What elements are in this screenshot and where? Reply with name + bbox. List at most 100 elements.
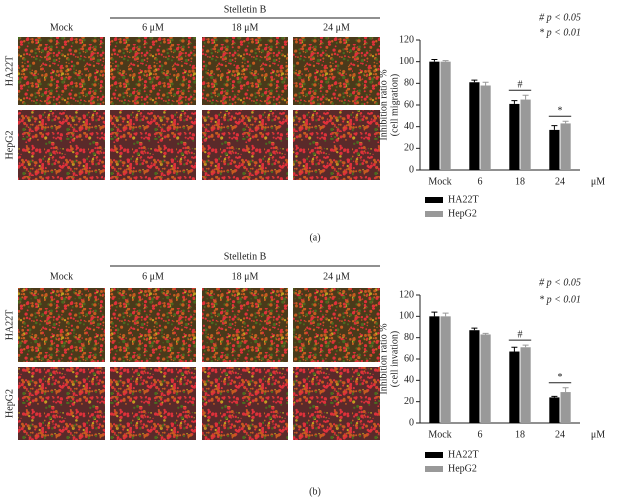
x-tick-label: 24: [555, 176, 565, 187]
bar: [480, 334, 491, 423]
micrograph: [18, 37, 105, 105]
row-label: HepG2: [4, 131, 15, 160]
panel-label: (b): [309, 486, 321, 497]
column-label: Mock: [50, 22, 73, 33]
y-tick-label: 120: [399, 289, 414, 300]
panel-label: (a): [309, 232, 320, 243]
column-label: 24 μM: [323, 271, 350, 282]
bar: [520, 99, 531, 170]
y-tick-label: 40: [404, 121, 414, 132]
x-tick-label: Mock: [428, 429, 451, 440]
legend-swatch: [425, 466, 443, 472]
micrograph: [18, 110, 105, 180]
y-tick-label: 0: [409, 164, 414, 175]
error-bar: [431, 311, 438, 317]
error-bar: [482, 332, 489, 335]
error-bar: [551, 125, 558, 130]
bar: [509, 351, 520, 423]
x-tick-label: 6: [478, 176, 483, 187]
x-tick-label: 18: [515, 429, 525, 440]
legend-label: HA22T: [448, 194, 479, 205]
bar: [480, 85, 491, 170]
annotation: * p < 0.01: [539, 294, 581, 305]
column-label: 24 μM: [323, 22, 350, 33]
significance-mark: #: [518, 329, 523, 340]
error-bar: [562, 120, 569, 124]
column-label: 18 μM: [232, 271, 259, 282]
bar: [429, 61, 440, 170]
error-bar: [562, 387, 569, 393]
annotation: # p < 0.05: [539, 12, 581, 23]
legend-swatch: [425, 452, 443, 458]
error-bar: [431, 59, 438, 62]
treatment-label: Stelletin B: [224, 4, 267, 15]
x-tick-label: Mock: [428, 176, 451, 187]
bar: [549, 129, 560, 170]
micrograph: [202, 37, 288, 105]
bar: [440, 61, 451, 170]
legend-label: HepG2: [448, 208, 477, 219]
treatment-label: Stelletin B: [224, 251, 267, 262]
bar: [560, 123, 571, 170]
column-label: 6 μM: [142, 22, 164, 33]
x-unit: μM: [591, 176, 605, 187]
y-axis-label-sub: (cell migration): [389, 74, 400, 136]
error-bar: [511, 346, 518, 352]
legend-swatch: [425, 197, 443, 203]
micrograph: [293, 288, 380, 362]
row-label: HA22T: [4, 310, 15, 341]
y-axis-label: Inhibition ratio %: [378, 69, 389, 140]
micrograph: [110, 367, 196, 440]
y-tick-label: 80: [404, 332, 414, 343]
y-tick-label: 0: [409, 417, 414, 428]
column-label: Mock: [50, 271, 73, 282]
annotation: # p < 0.05: [539, 277, 581, 288]
error-bar: [511, 100, 518, 104]
y-tick-label: 40: [404, 375, 414, 386]
legend-label: HA22T: [448, 449, 479, 460]
micrograph: [293, 37, 380, 105]
row-label: HA22T: [4, 56, 15, 87]
micrograph: [202, 367, 288, 440]
bar: [549, 397, 560, 423]
column-label: 6 μM: [142, 271, 164, 282]
legend-swatch: [425, 211, 443, 217]
error-bar: [482, 81, 489, 86]
y-axis-label: Inhibition ratio %: [378, 323, 389, 394]
y-tick-label: 20: [404, 143, 414, 154]
bar: [440, 316, 451, 423]
error-bar: [442, 312, 449, 317]
significance-mark: *: [558, 106, 563, 117]
y-axis-label-sub: (cell invation): [389, 331, 400, 387]
micrograph: [293, 110, 380, 180]
x-unit: μM: [591, 429, 605, 440]
x-tick-label: 24: [555, 429, 565, 440]
y-tick-label: 100: [399, 56, 414, 67]
micrograph: [293, 367, 380, 440]
bar: [509, 103, 520, 170]
legend-label: HepG2: [448, 463, 477, 474]
bar: [429, 316, 440, 423]
column-label: 18 μM: [232, 22, 259, 33]
error-bar: [522, 344, 529, 348]
micrograph: [18, 288, 105, 362]
error-bar: [442, 60, 449, 62]
micrograph: [18, 367, 105, 440]
y-tick-label: 100: [399, 311, 414, 322]
significance-mark: #: [518, 80, 523, 91]
row-label: HepG2: [4, 389, 15, 418]
bar: [520, 347, 531, 423]
y-tick-label: 60: [404, 353, 414, 364]
micrograph: [110, 37, 196, 105]
y-tick-label: 80: [404, 78, 414, 89]
y-tick-label: 20: [404, 396, 414, 407]
y-tick-label: 120: [399, 34, 414, 45]
annotation: * p < 0.01: [539, 27, 581, 38]
x-tick-label: 6: [478, 429, 483, 440]
significance-mark: *: [558, 372, 563, 383]
micrograph: [202, 110, 288, 180]
error-bar: [471, 327, 478, 331]
y-tick-label: 60: [404, 99, 414, 110]
